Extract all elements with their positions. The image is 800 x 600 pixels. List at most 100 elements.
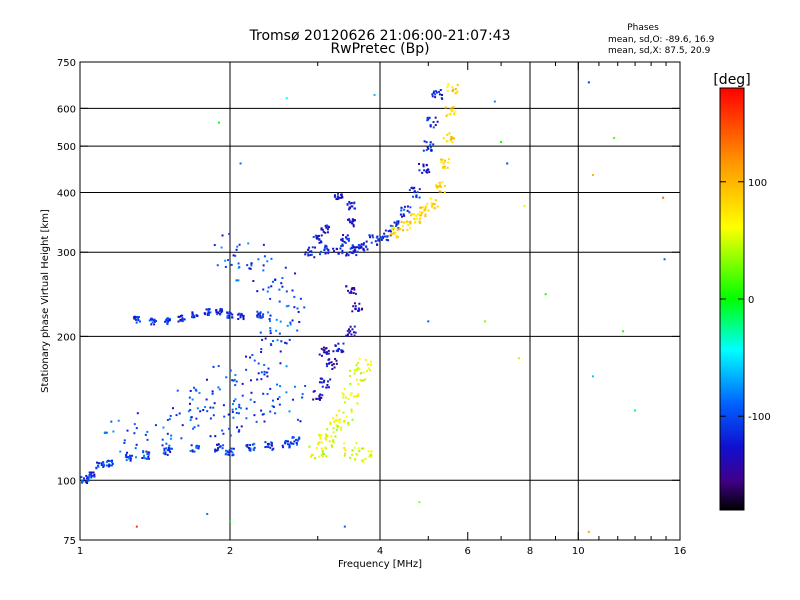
echo-point bbox=[133, 317, 136, 320]
echo-point bbox=[96, 461, 99, 464]
echo-point bbox=[318, 253, 321, 256]
echo-point bbox=[353, 395, 356, 398]
echo-point bbox=[370, 455, 373, 458]
echo-point bbox=[418, 217, 421, 220]
echo-point bbox=[278, 332, 281, 335]
echo-point bbox=[447, 158, 450, 161]
echo-point bbox=[346, 203, 349, 206]
echo-point bbox=[162, 426, 165, 429]
echo-point bbox=[179, 319, 182, 322]
echo-point bbox=[288, 410, 291, 413]
echo-point bbox=[150, 323, 153, 326]
echo-point bbox=[437, 185, 440, 188]
echo-point bbox=[402, 214, 405, 217]
echo-point bbox=[350, 288, 353, 291]
echo-point bbox=[348, 291, 351, 294]
echo-point bbox=[236, 245, 239, 248]
echo-point bbox=[104, 431, 107, 434]
echo-point bbox=[343, 240, 346, 243]
echo-point bbox=[331, 364, 334, 367]
echo-point bbox=[260, 350, 263, 353]
echo-point bbox=[231, 316, 234, 319]
colorbar-tick-label: -100 bbox=[748, 412, 771, 423]
echo-point bbox=[95, 467, 98, 470]
echo-point bbox=[370, 450, 373, 453]
echo-point bbox=[353, 302, 356, 305]
echo-point bbox=[353, 207, 356, 210]
echo-point bbox=[189, 402, 192, 405]
echo-point bbox=[362, 447, 365, 450]
echo-point bbox=[336, 196, 339, 199]
echo-point bbox=[418, 196, 421, 199]
echo-point bbox=[181, 314, 184, 317]
echo-point bbox=[413, 213, 416, 216]
echo-point bbox=[105, 431, 108, 434]
echo-point bbox=[340, 244, 343, 247]
echo-point bbox=[249, 447, 252, 450]
echo-point bbox=[245, 444, 248, 447]
echo-point bbox=[355, 254, 358, 257]
echo-point bbox=[257, 258, 260, 261]
echo-point bbox=[291, 442, 294, 445]
echo-point bbox=[417, 213, 420, 216]
echo-point bbox=[360, 372, 363, 375]
echo-point bbox=[369, 369, 372, 372]
echo-point bbox=[301, 393, 304, 396]
echo-point bbox=[418, 188, 421, 191]
echo-point bbox=[444, 159, 447, 162]
echo-point bbox=[347, 421, 350, 424]
echo-point bbox=[207, 311, 210, 314]
echo-point bbox=[409, 206, 412, 209]
echo-point bbox=[209, 406, 212, 409]
echo-point bbox=[370, 241, 373, 244]
echo-point bbox=[397, 220, 400, 223]
echo-point bbox=[383, 235, 386, 238]
echo-point bbox=[321, 394, 324, 397]
echo-point bbox=[270, 285, 273, 288]
echo-point bbox=[426, 119, 429, 122]
echo-point bbox=[330, 435, 333, 438]
echo-point bbox=[415, 217, 418, 220]
echo-point bbox=[346, 334, 349, 337]
echo-point bbox=[329, 378, 332, 381]
echo-point bbox=[356, 402, 359, 405]
echo-point bbox=[400, 220, 403, 223]
echo-point bbox=[163, 447, 166, 450]
echo-point bbox=[251, 354, 254, 357]
echo-point bbox=[229, 520, 231, 523]
echo-point bbox=[196, 445, 199, 448]
echo-point bbox=[256, 310, 259, 313]
echo-point bbox=[195, 417, 198, 420]
echo-point bbox=[202, 409, 205, 412]
echo-point bbox=[234, 398, 237, 401]
echo-point bbox=[88, 473, 91, 476]
echo-point bbox=[338, 409, 341, 412]
echo-point bbox=[289, 323, 292, 326]
echo-point bbox=[340, 238, 343, 241]
y-tick-label: 750 bbox=[57, 58, 76, 69]
echo-point bbox=[342, 350, 345, 353]
echo-point bbox=[438, 185, 441, 188]
echo-point bbox=[242, 316, 245, 319]
echo-point bbox=[418, 162, 421, 165]
echo-point bbox=[213, 402, 216, 405]
echo-point bbox=[348, 331, 351, 334]
echo-point bbox=[341, 252, 344, 255]
echo-point bbox=[330, 361, 333, 364]
echo-point bbox=[393, 221, 396, 224]
echo-point bbox=[318, 353, 321, 356]
echo-point bbox=[349, 382, 352, 385]
echo-point bbox=[97, 462, 100, 465]
echo-point bbox=[348, 207, 351, 210]
echo-point bbox=[153, 323, 156, 326]
echo-point bbox=[349, 330, 352, 333]
echo-point bbox=[425, 163, 428, 166]
echo-point bbox=[613, 137, 616, 140]
echo-point bbox=[222, 444, 225, 447]
echo-point bbox=[436, 205, 439, 208]
echo-point bbox=[111, 462, 114, 465]
echo-point bbox=[312, 390, 315, 393]
echo-point bbox=[336, 248, 339, 251]
echo-point bbox=[319, 250, 322, 253]
echo-point bbox=[153, 318, 156, 321]
